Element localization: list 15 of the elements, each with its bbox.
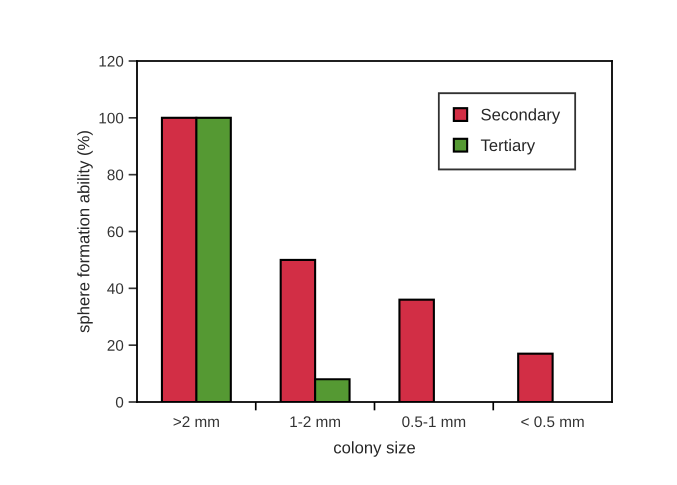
x-axis-title: colony size bbox=[334, 441, 415, 457]
y-tick-label: 80 bbox=[107, 170, 124, 180]
x-tick-label: >2 mm bbox=[174, 416, 219, 427]
y-tick-label: 20 bbox=[108, 340, 124, 351]
y-tick-label: 60 bbox=[108, 226, 124, 238]
x-tick-label: < 0.5 mm bbox=[521, 416, 584, 428]
legend-label: Secondary bbox=[481, 108, 560, 124]
y-tick-label: 120 bbox=[99, 56, 124, 67]
y-axis-title: sphere formation ability (%) bbox=[77, 131, 93, 332]
x-tick-label: 0.5-1 mm bbox=[402, 416, 466, 428]
x-tick-label: 1-2 mm bbox=[290, 416, 340, 427]
y-tick-label: 0 bbox=[116, 396, 124, 408]
y-tick-label: 40 bbox=[107, 283, 124, 294]
y-tick-label: 100 bbox=[99, 112, 124, 124]
legend-label: Tertiary bbox=[480, 138, 536, 154]
